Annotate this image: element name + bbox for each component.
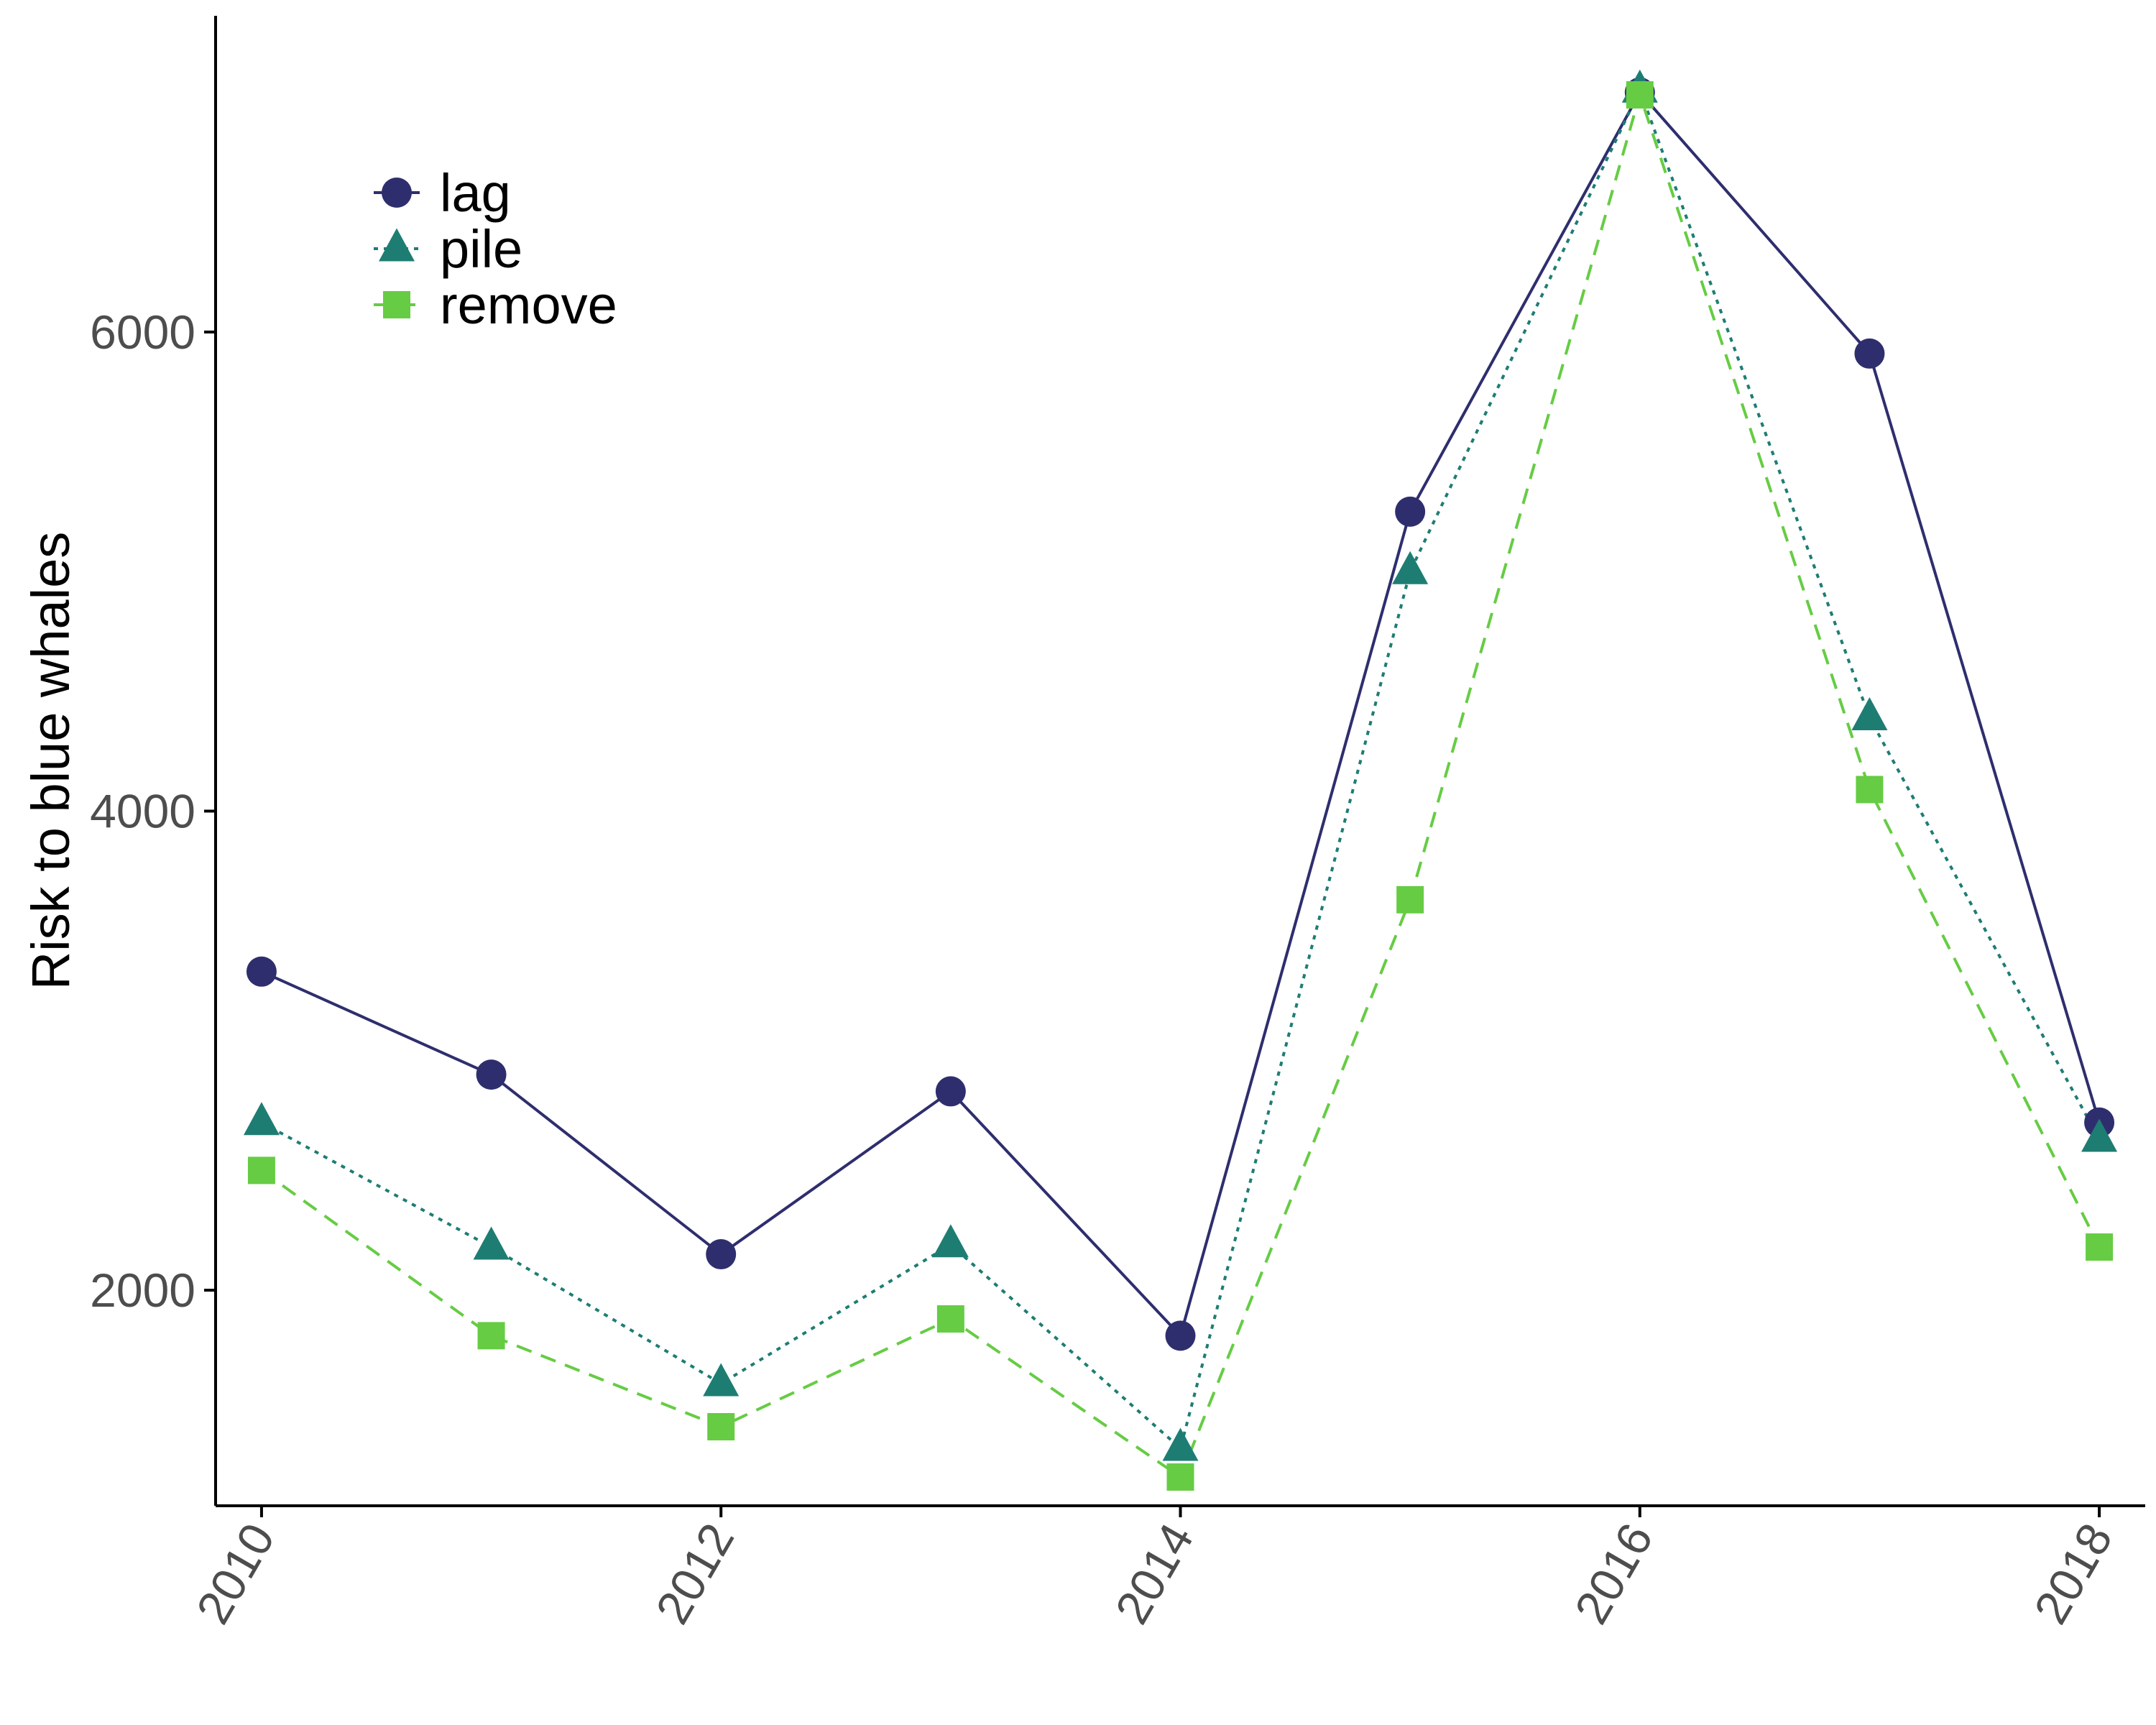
data-point-lag <box>1854 338 1885 369</box>
legend-label-pile: pile <box>440 219 522 279</box>
x-tick-label: 2012 <box>645 1514 744 1632</box>
data-point-remove <box>2086 1233 2114 1261</box>
legend-marker-lag <box>382 178 412 208</box>
y-ticks: 2000 4000 6000 <box>90 305 216 1317</box>
data-point-lag <box>246 956 277 987</box>
x-tick-label: 2010 <box>186 1514 285 1632</box>
data-point-remove <box>936 1305 964 1333</box>
data-point-lag <box>935 1076 966 1107</box>
y-tick-label: 4000 <box>90 784 195 837</box>
y-tick-label: 2000 <box>90 1264 195 1317</box>
data-point-lag <box>476 1059 507 1090</box>
data-point-remove <box>247 1156 275 1184</box>
legend-marker-pile <box>379 228 415 262</box>
data-point-lag <box>706 1239 737 1270</box>
data-point-pile <box>1162 1427 1199 1461</box>
data-point-remove <box>1396 886 1424 914</box>
x-tick-label: 2018 <box>2024 1514 2122 1632</box>
legend-marker-remove <box>383 291 410 318</box>
data-point-pile <box>703 1363 740 1397</box>
x-ticks: 2010 2012 2014 2016 2018 <box>186 1506 2122 1632</box>
series-markers <box>243 69 2118 1491</box>
x-tick-label: 2014 <box>1105 1514 1204 1632</box>
data-point-remove <box>1166 1463 1194 1491</box>
y-tick-label: 6000 <box>90 305 195 359</box>
data-point-lag <box>1165 1320 1196 1351</box>
legend-label-remove: remove <box>440 275 617 335</box>
data-point-pile <box>1851 696 1888 730</box>
data-point-remove <box>707 1413 735 1441</box>
data-point-lag <box>1395 496 1426 527</box>
y-axis-title: Risk to blue whales <box>21 532 80 990</box>
data-point-pile <box>473 1226 510 1260</box>
data-point-remove <box>1626 80 1654 109</box>
series-line-pile <box>260 86 2101 1451</box>
legend-label-lag: lag <box>440 163 511 223</box>
data-point-remove <box>1856 776 1884 804</box>
x-tick-label: 2016 <box>1564 1514 1662 1632</box>
data-point-remove <box>477 1322 505 1350</box>
data-point-pile <box>1392 551 1429 584</box>
data-point-pile <box>932 1224 969 1258</box>
data-point-pile <box>243 1102 280 1136</box>
data-point-pile <box>2081 1118 2118 1152</box>
